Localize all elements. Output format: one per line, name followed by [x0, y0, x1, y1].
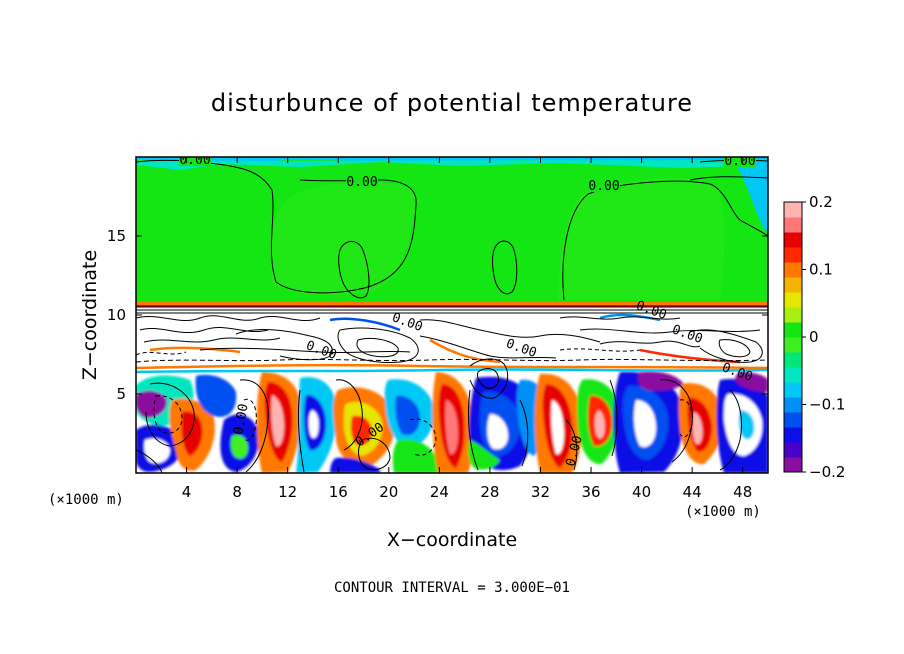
colorbar-swatch — [784, 352, 802, 368]
contour-label: 0.00 — [179, 153, 210, 168]
contour-label-bg — [179, 157, 211, 166]
x-axis: 4 8 12 16 20 24 28 32 36 40 44 48 — [182, 157, 752, 501]
contour-upper-right — [562, 180, 768, 301]
contour-upper-right-2 — [689, 176, 768, 181]
contour-interval-note: CONTOUR INTERVAL = 3.000E−01 — [334, 580, 570, 596]
middle-zone-color-fragments — [136, 313, 768, 374]
colorbar-swatch — [784, 202, 802, 218]
colorbar-swatch — [784, 307, 802, 323]
contour-label: 0.00 — [588, 179, 619, 194]
colorbar-tick-label: −0.1 — [809, 396, 845, 414]
colorbar-tick-label: −0.2 — [809, 463, 845, 481]
colorbar-swatch — [784, 337, 802, 353]
colorbar-swatch — [784, 232, 802, 248]
contour-upper-blob-2 — [492, 240, 518, 295]
colorbar-tick-label: 0.2 — [809, 193, 833, 211]
chart-title: disturbunce of potential temperature — [211, 89, 693, 117]
x-tick-label: 24 — [430, 483, 449, 501]
colorbar-swatch — [784, 322, 802, 338]
colorbar-tick-label: 0 — [809, 328, 819, 346]
y-axis-title: Z−coordinate — [79, 250, 101, 380]
colorbar-swatch — [784, 247, 802, 263]
x-tick-label: 4 — [182, 483, 192, 501]
contour-label: 0.00 — [346, 175, 377, 190]
colorbar-swatch — [784, 292, 802, 308]
y-tick-label: 5 — [116, 385, 126, 403]
upper-patch-2 — [558, 177, 725, 300]
x-tick-label: 40 — [632, 483, 651, 501]
x-tick-label: 12 — [278, 483, 297, 501]
colorbar-swatch — [784, 262, 802, 278]
colorbar-tick-label: 0.1 — [809, 261, 833, 279]
contour-upper-blob-1 — [338, 241, 370, 299]
colorbar-swatch — [784, 397, 802, 413]
colorbar-swatch — [784, 442, 802, 458]
colorbar-swatch — [784, 382, 802, 398]
y-axis: 5 10 15 — [107, 227, 768, 403]
contour-label-bg — [724, 157, 756, 167]
contour-label: 0.00 — [724, 154, 755, 169]
colorbar-swatch — [784, 277, 802, 293]
y-tick-label: 10 — [107, 306, 126, 324]
y-unit-label: (×1000 m) — [48, 492, 124, 508]
contour-label-bg — [346, 176, 378, 188]
turbulent-colored-cells — [136, 371, 768, 473]
colorbar-swatch — [784, 217, 802, 233]
upper-patch-1 — [270, 181, 417, 296]
colorbar: 0.2 0.1 0 −0.1 −0.2 — [783, 193, 845, 481]
colorbar-swatch — [784, 412, 802, 428]
x-tick-label: 16 — [329, 483, 348, 501]
contour-upper-left — [199, 161, 417, 294]
x-tick-label: 28 — [480, 483, 499, 501]
contour-lines — [136, 159, 768, 473]
x-tick-label: 32 — [531, 483, 550, 501]
colorbar-swatch — [784, 367, 802, 383]
x-tick-label: 20 — [379, 483, 398, 501]
boundary-line-orange — [136, 302, 768, 305]
x-unit-label: (×1000 m) — [685, 504, 761, 520]
plot-area: 0.000.00 0.000.000.000.000.000.000.000.00… — [136, 153, 768, 473]
x-tick-label: 8 — [232, 483, 242, 501]
colorbar-swatch — [784, 427, 802, 443]
boundary-line-red — [136, 305, 768, 307]
x-tick-label: 44 — [683, 483, 702, 501]
top-boundary-band-2 — [136, 160, 768, 170]
contour-label: 0.00 — [231, 403, 251, 436]
x-tick-label: 36 — [581, 483, 600, 501]
x-tick-label: 48 — [733, 483, 752, 501]
x-axis-title: X−coordinate — [387, 529, 517, 551]
contour-label-bg — [588, 180, 620, 192]
y-tick-label: 15 — [107, 227, 126, 245]
colorbar-swatch — [784, 457, 802, 473]
